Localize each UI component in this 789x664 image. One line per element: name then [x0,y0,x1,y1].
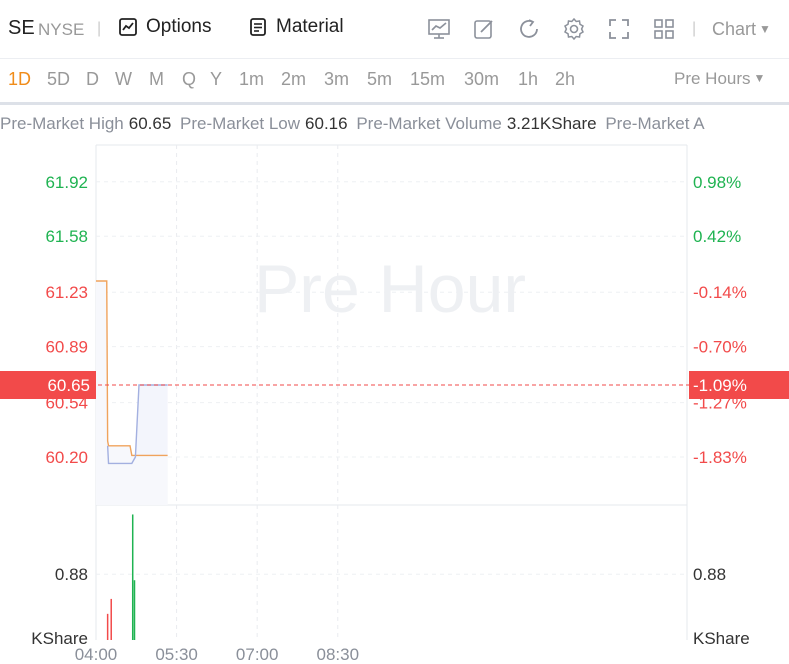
period-tab[interactable]: 5m [367,69,393,89]
price-tick-label: 61.58 [45,227,88,246]
draw-icon[interactable] [472,17,496,41]
period-tab[interactable]: W [115,69,132,89]
x-tick-label: 04:00 [75,645,118,664]
premarket-stats: Pre-Market High 60.65 Pre-Market Low 60.16… [0,114,714,134]
exchange-label: NYSE [38,20,85,39]
period-tab[interactable]: 2h [555,69,576,89]
price-tick-label: 61.92 [45,173,88,192]
stat-label: Pre-Market A [605,114,705,133]
period-tab[interactable]: 3m [324,69,350,89]
volume-tick-label: 0.88 [693,565,726,584]
period-tab[interactable]: 1D [8,69,32,89]
percent-tick-label: 0.42% [693,227,741,246]
volume-unit-label: KShare [693,629,750,648]
session-label: Pre Hours [674,69,751,88]
price-tick-label: 60.20 [45,448,88,467]
options-label: Options [146,16,212,37]
chart-type-label: Chart [712,19,757,39]
fullscreen-icon[interactable] [607,17,631,41]
x-tick-label: 07:00 [236,645,279,664]
stat-label: Pre-Market Volume [356,114,502,133]
material-label: Material [276,16,344,37]
period-tab[interactable]: 5D [47,69,71,89]
current-price-label: 60.65 [47,376,90,395]
options-button[interactable]: Options [118,16,211,38]
x-tick-label: 05:30 [155,645,198,664]
toolbar-divider: | [692,20,697,37]
indicator-icon[interactable] [427,17,451,41]
volume-bar [131,514,134,640]
chart-marks [0,280,789,640]
chart-grid [95,144,688,640]
price-tick-label: 60.89 [45,338,88,357]
layout-grid-icon[interactable] [652,17,676,41]
period-tab[interactable]: 1m [239,69,265,89]
toolbar-divider-line [0,58,789,59]
stat-value: 3.21KShare [506,114,597,133]
period-tab[interactable]: Y [210,69,223,89]
percent-tick-label: 0.98% [693,173,741,192]
session-dropdown[interactable]: Pre Hours ▼ [674,69,765,89]
period-divider-line [0,102,789,105]
stat-value: 60.65 [128,114,172,133]
volume-bar [133,580,136,640]
price-area [96,281,168,505]
volume-unit-label: KShare [31,629,88,648]
caret-down-icon: ▼ [753,71,766,85]
price-tick-label: 60.54 [45,394,88,413]
options-icon [119,18,137,36]
period-tab[interactable]: 2m [281,69,307,89]
percent-tick-label: -1.83% [693,448,747,467]
volume-tick-label: 0.88 [55,565,88,584]
chart-type-dropdown[interactable]: Chart ▼ [712,19,771,40]
period-tab[interactable]: M [149,69,164,89]
stat-label: Pre-Market Low [180,114,301,133]
price-line [96,280,168,457]
period-tab[interactable]: 1h [518,69,539,89]
period-tab[interactable]: 30m [464,69,500,89]
x-tick-label: 08:30 [316,645,359,664]
price-tick-label: 61.23 [45,283,88,302]
chart-toolbar: SE NYSE | Options Material [0,0,789,58]
percent-tick-label: -1.27% [693,394,747,413]
toolbar-divider: | [97,20,102,37]
current-change-tag [689,371,789,399]
current-change-label: -1.09% [693,376,747,395]
refresh-icon[interactable] [517,17,541,41]
price-chart[interactable]: Pre Hour 04:00 05:30 07:00 08:30 61.92 0.98% 6… [0,140,789,664]
settings-icon[interactable] [562,17,586,41]
material-button[interactable]: Material [248,16,344,38]
stat-label: Pre-Market High [0,114,124,133]
percent-tick-label: -0.70% [693,338,747,357]
stock-symbol: SE [8,17,35,39]
caret-down-icon: ▼ [759,22,771,36]
period-tab[interactable]: 15m [410,69,446,89]
stat-value: 60.16 [305,114,348,133]
document-icon [250,18,266,36]
percent-tick-label: -0.14% [693,283,747,302]
period-selector: 1D 5D D W M Q Y 1m 2m 3m 5m 15m 30m 1h 2… [0,60,789,102]
period-tab[interactable]: Q [182,69,197,89]
axis-labels: 04:00 05:30 07:00 08:30 61.92 0.98% 61.58 0.42%… [31,173,749,664]
volume-bar [110,598,112,640]
volume-bar [106,613,109,640]
current-price-tag [0,371,96,399]
watermark: Pre Hour [254,251,526,327]
period-tab[interactable]: D [86,69,99,89]
